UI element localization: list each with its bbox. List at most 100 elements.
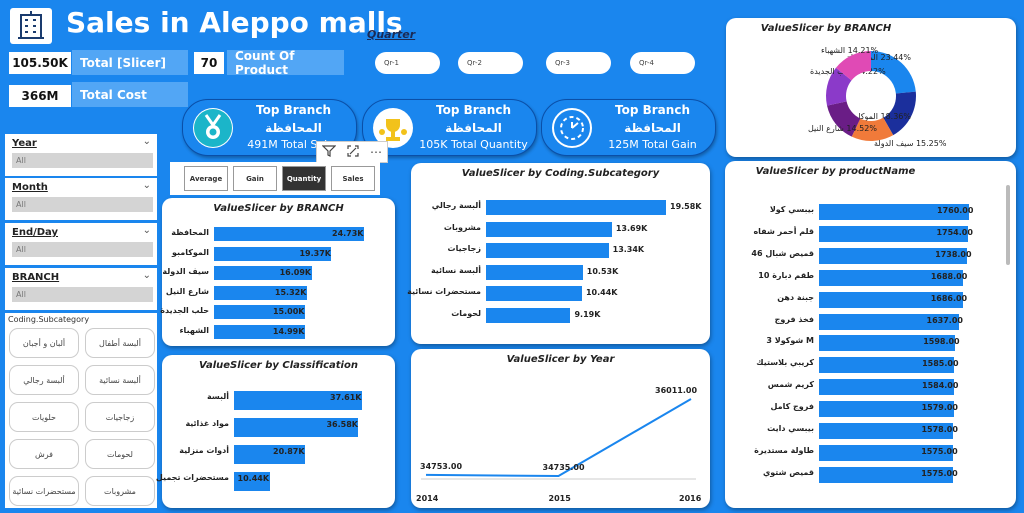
chip-drinks[interactable]: مشروبات bbox=[85, 476, 155, 506]
year-slicer[interactable]: Year ⌄ All bbox=[5, 134, 157, 176]
quarter-q3-button[interactable]: Qr-3 bbox=[546, 52, 611, 74]
chip-women-clothing[interactable]: ألبسة نسائية bbox=[85, 365, 155, 395]
chip-kids-clothing[interactable]: ألبسة أطفال bbox=[85, 328, 155, 358]
branch_bar-value-label: 14.99K bbox=[272, 327, 305, 336]
tab-average[interactable]: Average bbox=[184, 166, 228, 191]
top-branch-quantity-value: 105K Total Quantity bbox=[419, 138, 528, 151]
branch_bar-bar[interactable] bbox=[214, 285, 307, 300]
donut-slice[interactable] bbox=[827, 101, 861, 137]
product_bar-bar[interactable] bbox=[819, 313, 959, 330]
product_bar-bar[interactable] bbox=[819, 204, 969, 220]
class_bar-bar[interactable] bbox=[234, 472, 270, 491]
donut-slice[interactable] bbox=[851, 117, 894, 141]
focus-mode-icon[interactable] bbox=[346, 143, 360, 162]
top-branch-gain-name: المحافظة bbox=[624, 121, 681, 135]
more-options-icon[interactable]: ⋯ bbox=[370, 145, 382, 159]
product_bar-value-label: 1738.00 bbox=[935, 249, 972, 259]
product_bar-bar[interactable] bbox=[819, 291, 963, 308]
chip-cosmetics[interactable]: مستحضرات نسائية bbox=[9, 476, 79, 506]
donut-label: 18.36% الموكامبو bbox=[846, 112, 911, 121]
coding_bar-bar[interactable] bbox=[486, 243, 609, 259]
coding_bar-bar[interactable] bbox=[486, 308, 571, 323]
top-branch-quantity-name: المحافظة bbox=[445, 121, 502, 135]
page-title: Sales in Aleppo malls bbox=[66, 6, 403, 39]
year-value-label: 36011.00 bbox=[655, 386, 697, 395]
branch_bar-bar[interactable] bbox=[214, 305, 305, 320]
coding_bar-category-label: ألبسة رجالي bbox=[431, 201, 481, 210]
coding_bar-bar[interactable] bbox=[486, 286, 582, 302]
product_bar-bar[interactable] bbox=[819, 335, 956, 352]
chip-glassware[interactable]: زجاجيات bbox=[85, 402, 155, 432]
top-branch-sales-name: المحافظة bbox=[265, 121, 322, 135]
product_bar-bar[interactable] bbox=[819, 357, 955, 374]
chip-dairy[interactable]: ألبان و أجبان bbox=[9, 328, 79, 358]
tab-gain[interactable]: Gain bbox=[233, 166, 277, 191]
chip-men-clothing[interactable]: ألبسة رجالي bbox=[9, 365, 79, 395]
branch_bar-category-label: المحافظة bbox=[171, 228, 209, 237]
product_bar-category-label: بيبسي دايت bbox=[767, 424, 814, 433]
coding_bar-bar[interactable] bbox=[486, 200, 666, 215]
product_bar-category-label: طقم دبارة 10 bbox=[758, 270, 814, 280]
product-scrollbar[interactable] bbox=[1006, 185, 1010, 265]
year-value-label: 34735.00 bbox=[543, 463, 585, 472]
chip-meat[interactable]: لحومات bbox=[85, 439, 155, 469]
chip-sweets[interactable]: حلويات bbox=[9, 402, 79, 432]
branch_bar-bar[interactable] bbox=[214, 325, 305, 339]
quarter-q4-button[interactable]: Qr-4 bbox=[630, 52, 695, 74]
product_bar-bar[interactable] bbox=[819, 269, 963, 286]
kpi-count-product-label: Count Of Product bbox=[227, 49, 344, 77]
branch_bar-category-label: الموكامبو bbox=[171, 247, 209, 257]
class_bar-value-label: 10.44K bbox=[237, 474, 270, 483]
product_bar-bar[interactable] bbox=[819, 379, 954, 396]
product_bar-value-label: 1598.00 bbox=[923, 337, 960, 347]
coding_bar-bar[interactable] bbox=[486, 221, 612, 237]
chip-furniture[interactable]: فرش bbox=[9, 439, 79, 469]
class_bar-bar[interactable] bbox=[234, 418, 359, 437]
visual-header: ⋯ bbox=[316, 141, 388, 163]
kpi-total-cost-label: Total Cost bbox=[72, 82, 188, 107]
product_bar-category-label: قلم أحمر شفاه bbox=[753, 226, 814, 236]
class_bar-bar[interactable] bbox=[234, 391, 362, 410]
tab-quantity[interactable]: Quantity bbox=[282, 166, 326, 191]
quarter-q1-button[interactable]: Qr-1 bbox=[375, 52, 440, 74]
year-series-line[interactable] bbox=[425, 398, 692, 478]
product_bar-bar[interactable] bbox=[819, 423, 954, 439]
branch_bar-value-label: 24.73K bbox=[332, 229, 364, 238]
branch-donut-card: ValueSlicer by BRANCH 23.44% المحافظة 18.… bbox=[726, 18, 1016, 157]
product_bar-bar[interactable] bbox=[819, 466, 954, 483]
product_bar-bar[interactable] bbox=[819, 444, 954, 461]
branch_bar-bar[interactable] bbox=[214, 246, 332, 261]
donut-slice[interactable] bbox=[826, 67, 852, 106]
product_bar-bar[interactable] bbox=[819, 401, 954, 418]
chevron-down-icon: ⌄ bbox=[142, 136, 151, 147]
quarter-q2-button[interactable]: Qr-2 bbox=[458, 52, 523, 74]
year-dropdown[interactable]: All bbox=[12, 153, 153, 168]
product_bar-category-label: طاولة مستديرة bbox=[754, 445, 814, 455]
endday-dropdown[interactable]: All bbox=[12, 242, 153, 257]
donut-slice[interactable] bbox=[871, 51, 916, 94]
branch-slicer[interactable]: BRANCH ⌄ All bbox=[5, 268, 157, 310]
donut-slice[interactable] bbox=[883, 91, 916, 136]
filter-icon[interactable] bbox=[321, 143, 337, 162]
branch_bar-bar[interactable] bbox=[214, 227, 364, 241]
tab-sales[interactable]: Sales bbox=[331, 166, 375, 191]
coding_bar-value-label: 9.19K bbox=[574, 310, 601, 319]
product_bar-category-label: بيبسي كولا bbox=[769, 205, 814, 214]
donut-slice[interactable] bbox=[835, 51, 871, 81]
branch-dropdown[interactable]: All bbox=[12, 287, 153, 302]
product_bar-value-label: 1575.00 bbox=[921, 446, 958, 456]
product_bar-bar[interactable] bbox=[819, 247, 968, 264]
endday-slicer[interactable]: End/Day ⌄ All bbox=[5, 223, 157, 265]
year-slicer-label: Year bbox=[12, 138, 37, 149]
branch_bar-bar[interactable] bbox=[214, 266, 312, 281]
month-slicer[interactable]: Month ⌄ All bbox=[5, 178, 157, 220]
product_bar-bar[interactable] bbox=[819, 225, 969, 242]
class_bar-bar[interactable] bbox=[234, 445, 306, 464]
branch-bar-card: ValueSlicer by BRANCH المحافظة 24.73K المو… bbox=[160, 198, 395, 346]
year-tick-label: 2014 bbox=[416, 494, 439, 503]
medal-icon bbox=[193, 108, 233, 148]
coding_bar-bar[interactable] bbox=[486, 264, 583, 280]
product_bar-category-label: جبنة دهن bbox=[777, 292, 814, 302]
month-dropdown[interactable]: All bbox=[12, 197, 153, 212]
product_bar-category-label: M شوكولا 3 bbox=[766, 336, 814, 346]
